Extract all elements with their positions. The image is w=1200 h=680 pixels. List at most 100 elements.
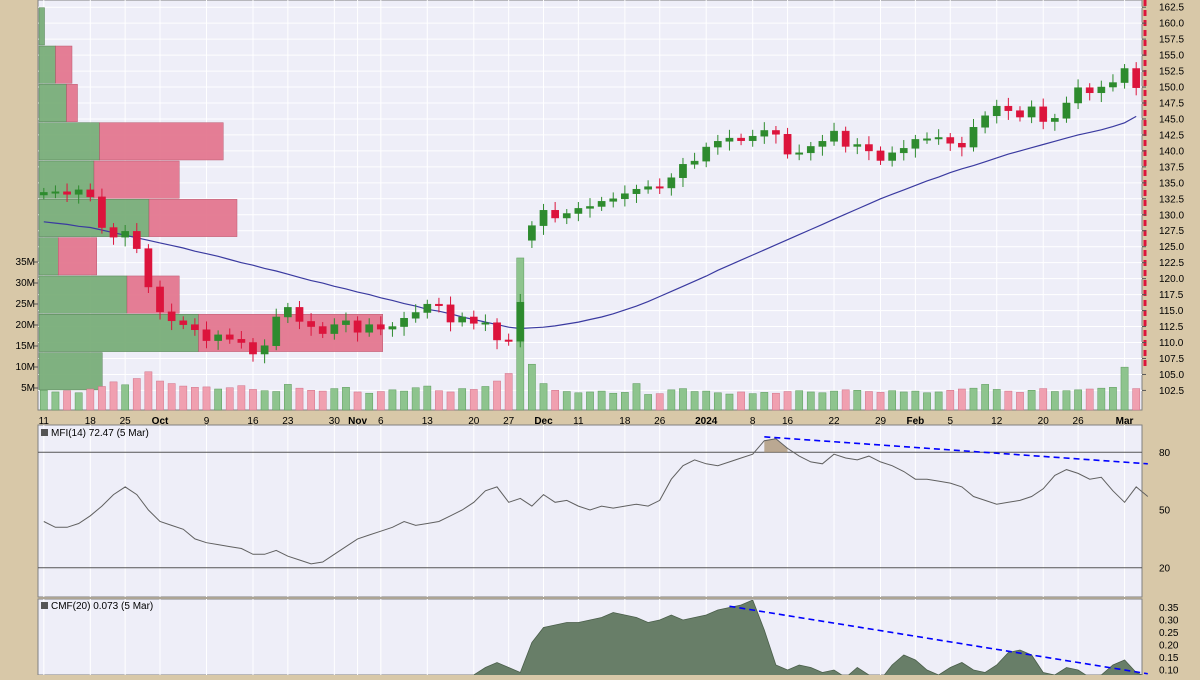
vbp-up-bar xyxy=(38,122,100,161)
candle-body xyxy=(574,208,583,214)
candle-body xyxy=(748,135,757,141)
volume-bar xyxy=(423,385,432,411)
date-tick-label: 22 xyxy=(828,416,840,427)
volume-bar xyxy=(574,392,583,411)
date-tick-label: 18 xyxy=(85,416,97,427)
price-tick-label: 150.0 xyxy=(1159,83,1184,94)
moving-average-line xyxy=(43,115,1137,330)
volume-bar xyxy=(934,391,943,411)
price-panel[interactable]: 162.5 160.0 157.5 155.0 152.5 150.0 147.5 145.0… xyxy=(16,0,1185,427)
mfi-trend-line xyxy=(764,436,1148,465)
candle-body xyxy=(923,138,931,141)
candle-body xyxy=(783,134,792,155)
volume-bar xyxy=(888,390,896,411)
candle-body xyxy=(621,193,629,200)
candle-body xyxy=(818,141,827,147)
candle-body xyxy=(760,130,769,137)
price-tick-label: 152.5 xyxy=(1159,67,1184,78)
volume-bar xyxy=(225,387,234,411)
volume-bar xyxy=(992,389,1001,411)
vbp-down-bar xyxy=(93,160,180,199)
volume-bar xyxy=(1109,387,1117,411)
vbp-down-bar xyxy=(198,314,383,352)
price-tick-label: 147.5 xyxy=(1159,99,1184,110)
candle-body xyxy=(214,334,222,341)
date-tick-label: 18 xyxy=(619,416,631,427)
volume-bar xyxy=(353,391,362,411)
volume-bar xyxy=(725,393,734,411)
vbp-up-bar xyxy=(38,352,103,391)
volume-bar xyxy=(783,391,792,411)
candle-body xyxy=(1097,86,1106,94)
candle-body xyxy=(51,191,60,194)
candle-body xyxy=(1062,102,1071,119)
candle-body xyxy=(981,115,989,128)
candle-body xyxy=(1050,118,1059,122)
mfi-gridlines xyxy=(38,425,1142,597)
price-tick-label: 112.5 xyxy=(1159,322,1184,333)
candle-body xyxy=(39,192,48,196)
candle-body xyxy=(446,304,455,323)
price-tick-label: 157.5 xyxy=(1159,35,1184,46)
candle-body xyxy=(237,339,246,343)
candle-body xyxy=(899,148,908,154)
date-tick-label: Mar xyxy=(1116,416,1134,427)
volume-tick-label: 35M xyxy=(16,257,35,268)
candle-body xyxy=(272,316,281,346)
vbp-up-bar xyxy=(38,45,56,84)
candle-body xyxy=(74,189,83,195)
candle-body xyxy=(284,307,292,318)
price-tick-label: 155.0 xyxy=(1159,51,1184,62)
date-tick-label: 11 xyxy=(39,416,50,427)
cmf-area xyxy=(461,599,1149,680)
vbp-down-bar xyxy=(126,275,180,314)
candle-body xyxy=(539,210,548,226)
candle-body xyxy=(562,213,571,219)
volume-bar xyxy=(609,392,618,411)
candle-body xyxy=(1039,106,1048,122)
volume-bar xyxy=(644,394,652,411)
candle-body xyxy=(865,144,873,152)
volume-bar xyxy=(121,384,130,411)
candle-body xyxy=(481,322,490,325)
candle-body xyxy=(830,130,838,142)
volume-bar xyxy=(202,386,211,411)
candle-body xyxy=(469,316,478,324)
volume-bar xyxy=(1016,392,1024,411)
candle-body xyxy=(167,311,176,322)
candle-body xyxy=(63,191,71,195)
mfi-tick-label: 80 xyxy=(1159,448,1171,459)
volume-bar xyxy=(74,392,83,411)
volume-bar xyxy=(655,393,664,411)
volume-bar xyxy=(853,390,862,411)
volume-bar xyxy=(528,363,536,411)
volume-tick-label: 25M xyxy=(16,299,35,310)
volume-bar xyxy=(539,383,548,411)
volume-bar xyxy=(272,391,281,411)
candle-body xyxy=(132,231,141,249)
candle-body xyxy=(551,210,559,219)
volume-bar xyxy=(1132,388,1141,411)
volume-bar xyxy=(1062,390,1071,411)
date-tick-label: 20 xyxy=(468,416,480,427)
price-tick-label: 160.0 xyxy=(1159,19,1184,30)
volume-bar xyxy=(818,392,827,411)
candle-body xyxy=(853,144,862,147)
price-tick-label: 127.5 xyxy=(1159,226,1184,237)
cmf-tick-label: 0.20 xyxy=(1159,641,1179,652)
volume-bar xyxy=(295,387,304,411)
candle-body xyxy=(806,146,815,154)
volume-bar xyxy=(969,387,978,411)
candle-body xyxy=(504,339,513,342)
vbp-down-bar xyxy=(99,122,224,161)
date-tick-label: 20 xyxy=(1038,416,1050,427)
price-tick-label: 137.5 xyxy=(1159,162,1184,173)
candle-body xyxy=(423,303,432,313)
volume-bar xyxy=(481,386,490,411)
cmf-panel[interactable]: 0.35 0.300.25 0.200.15 0.10 CMF(20) 0.073 (… xyxy=(37,598,1179,680)
volume-bar xyxy=(214,388,222,411)
candle-body xyxy=(1004,105,1013,111)
candle-body xyxy=(934,137,943,140)
mfi-panel[interactable]: 80 50 20 MFI(14) 72.47 (5 Mar) xyxy=(37,424,1171,598)
volume-bar xyxy=(39,390,48,411)
